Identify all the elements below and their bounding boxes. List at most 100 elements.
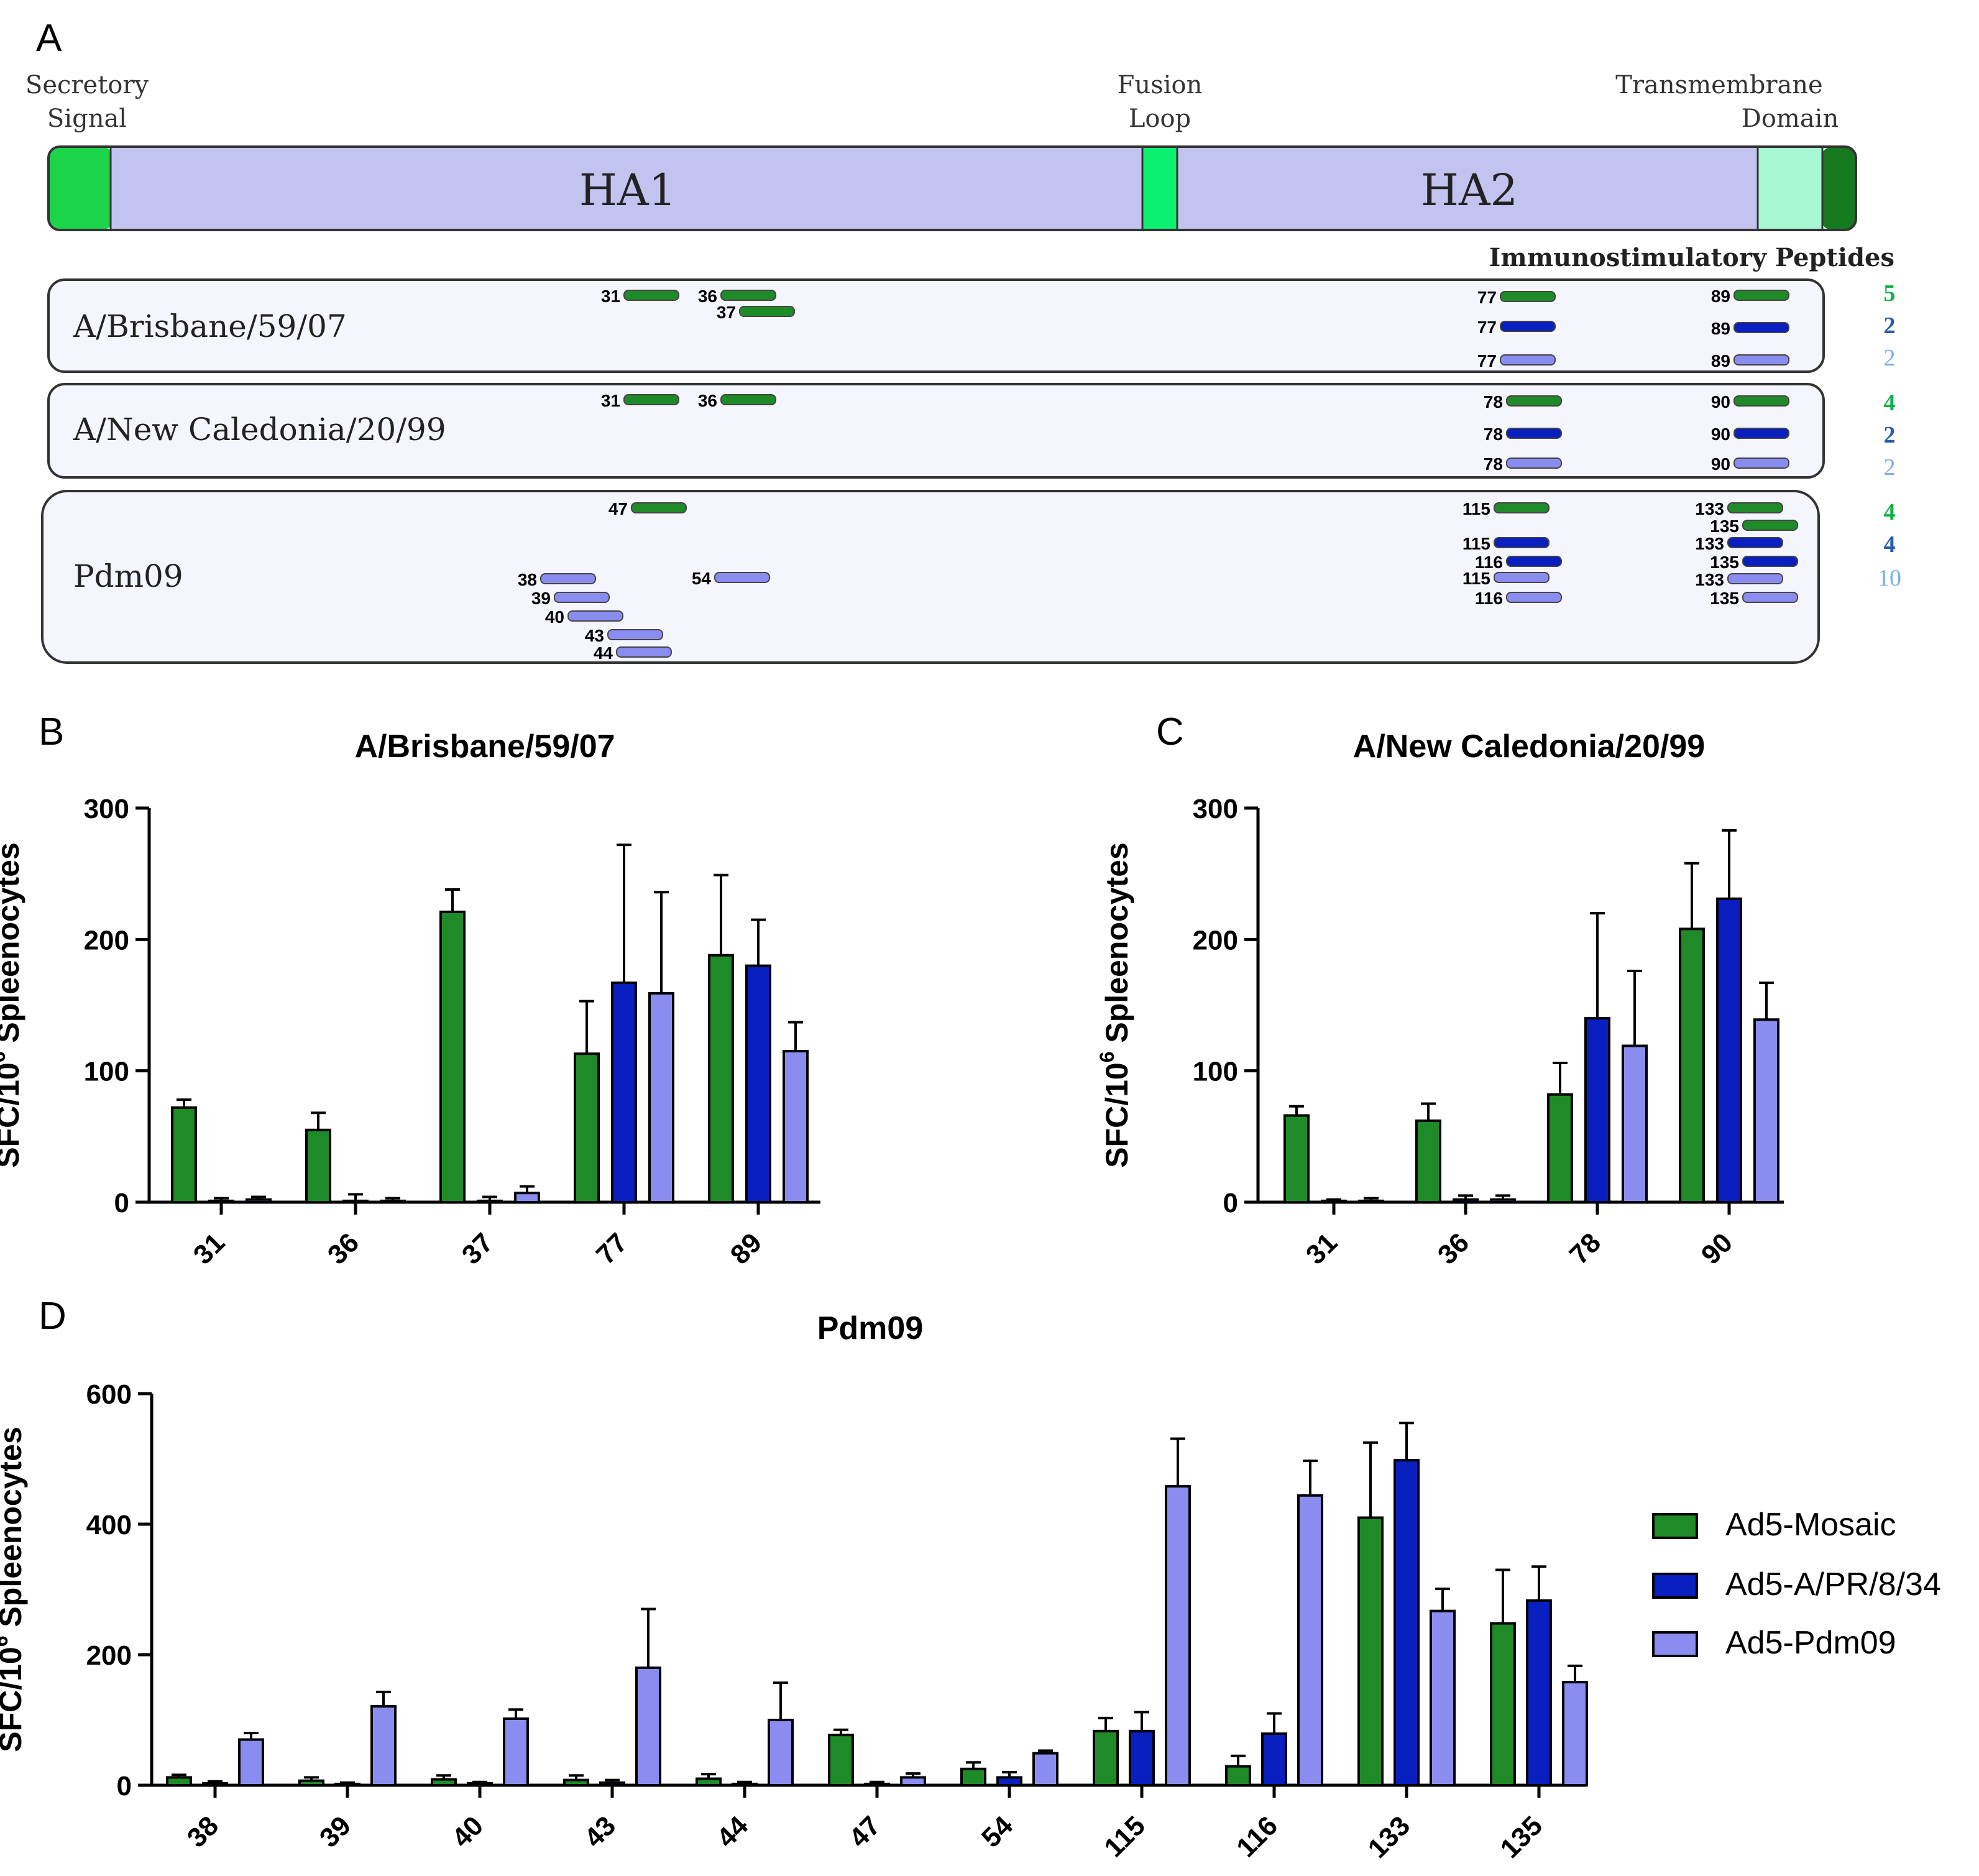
peptide-id-label: 135 xyxy=(1710,589,1739,608)
peptide-bar-pdm09 xyxy=(1727,573,1783,584)
fusion-loop-label-line2: Loop xyxy=(1129,104,1191,133)
x-tick-label: 36 xyxy=(1432,1227,1475,1270)
y-axis-label: SFC/106 Spleenocytes xyxy=(0,1427,28,1752)
bar-pr8-78 xyxy=(1584,1017,1610,1203)
bar-mosaic-36 xyxy=(1415,1119,1441,1204)
peptide-id-label: 47 xyxy=(608,499,628,518)
y-tick-label: 0 xyxy=(114,1188,129,1218)
strain-name-brisbane: A/Brisbane/59/07 xyxy=(73,308,347,344)
chart-d-title: Pdm09 xyxy=(817,1310,924,1346)
bar-pr8-77 xyxy=(611,982,637,1204)
count-mosaic-brisbane: 5 xyxy=(1884,280,1896,306)
bar-pr8-116 xyxy=(1261,1732,1287,1787)
bar-pdm09-78 xyxy=(1622,1044,1648,1203)
count-pdm09-pdm09: 10 xyxy=(1878,565,1901,591)
peptide-bar-pdm09 xyxy=(1733,458,1789,469)
count-pdm09-brisbane: 2 xyxy=(1884,345,1896,371)
peptide-id-label: 135 xyxy=(1710,553,1739,572)
peptide-bar-mosaic xyxy=(1742,520,1798,531)
bar-mosaic-37 xyxy=(439,910,466,1204)
peptide-bar-mosaic xyxy=(1733,290,1789,301)
peptide-id-label: 44 xyxy=(594,643,613,663)
peptide-bar-mosaic xyxy=(1506,395,1562,407)
bar-mosaic-40 xyxy=(431,1778,457,1787)
ha-bar-outline xyxy=(47,145,1857,231)
y-tick-label: 200 xyxy=(84,925,129,955)
bar-pr8-31 xyxy=(208,1199,234,1204)
peptide-id-label: 78 xyxy=(1484,392,1503,412)
peptide-bar-mosaic xyxy=(1500,291,1556,302)
peptide-bar-mosaic xyxy=(1494,502,1550,513)
strain-box-new-caledonia xyxy=(47,383,1825,479)
peptide-bar-pdm09 xyxy=(1506,458,1562,469)
peptide-id-label: 133 xyxy=(1695,499,1724,518)
peptide-id-label: 31 xyxy=(601,287,620,306)
chart-c-title: A/New Caledonia/20/99 xyxy=(1353,729,1705,765)
bar-pdm09-36 xyxy=(1490,1198,1516,1203)
chart-d: 0 200 400 600 SFC/106 Spleenocytes 38 39 40 43 44… xyxy=(0,1379,1588,1864)
bar-pr8-39 xyxy=(334,1782,360,1786)
bar-pr8-54 xyxy=(996,1776,1022,1786)
peptide-id-label: 77 xyxy=(1477,318,1497,337)
peptide-id-label: 40 xyxy=(545,607,564,627)
ha2-segment xyxy=(1177,147,1758,230)
legend-label-mosaic: Ad5-Mosaic xyxy=(1725,1507,1896,1543)
peptide-bar-pr8 xyxy=(1727,537,1783,548)
x-tick-label: 31 xyxy=(1300,1227,1343,1270)
legend-swatch-mosaic xyxy=(1652,1513,1698,1539)
peptide-id-label: 77 xyxy=(1477,288,1497,307)
peptide-bar-pdm09 xyxy=(1733,354,1789,366)
x-tick-label: 43 xyxy=(579,1810,622,1853)
bar-pdm09-133 xyxy=(1430,1609,1456,1786)
bar-mosaic-36 xyxy=(305,1128,331,1204)
legend-swatch-pdm09 xyxy=(1652,1631,1698,1657)
bar-pr8-38 xyxy=(202,1782,228,1787)
peptide-bar-pr8 xyxy=(1506,556,1562,567)
peptide-id-label: 90 xyxy=(1711,392,1730,412)
count-mosaic-pdm09: 4 xyxy=(1884,499,1896,525)
bar-mosaic-77 xyxy=(574,1052,600,1204)
bar-pdm09-47 xyxy=(900,1776,926,1786)
secretory-signal-segment xyxy=(48,147,113,230)
legend-label-pr8: Ad5-A/PR/8/34 xyxy=(1725,1566,1941,1602)
bar-pdm09-115 xyxy=(1165,1485,1191,1787)
strain-box-brisbane xyxy=(47,278,1825,373)
bar-pr8-47 xyxy=(864,1782,890,1786)
peptide-bar-pr8 xyxy=(1494,537,1550,548)
bar-pdm09-90 xyxy=(1753,1018,1779,1204)
peptide-bar-pr8 xyxy=(1742,556,1798,567)
cytoplasmic-tail-segment xyxy=(1821,147,1856,230)
peptide-id-label: 133 xyxy=(1695,570,1724,589)
bar-pr8-31 xyxy=(1321,1199,1347,1204)
peptide-id-label: 31 xyxy=(601,391,620,410)
bar-pdm09-89 xyxy=(783,1049,809,1204)
bar-mosaic-90 xyxy=(1679,927,1705,1203)
legend-swatch-pr8 xyxy=(1652,1573,1698,1599)
peptide-bar-pdm09 xyxy=(1742,592,1798,603)
y-tick-label: 400 xyxy=(86,1510,132,1540)
immunostimulatory-peptides-title: Immunostimulatory Peptides xyxy=(1489,243,1894,272)
strain-name-new-caledonia: A/New Caledonia/20/99 xyxy=(73,412,446,448)
peptide-bar-pdm09 xyxy=(567,610,623,622)
peptide-bar-pr8 xyxy=(1733,322,1789,333)
peptide-bar-mosaic xyxy=(1733,395,1789,407)
y-tick-label: 300 xyxy=(84,794,129,824)
bar-pdm09-116 xyxy=(1297,1494,1323,1787)
peptide-id-label: 43 xyxy=(585,626,604,645)
x-tick-label: 31 xyxy=(188,1227,231,1270)
y-tick-label: 300 xyxy=(1193,794,1238,824)
ha1-label: HA1 xyxy=(579,165,676,216)
bar-mosaic-39 xyxy=(298,1779,324,1786)
bar-pdm09-37 xyxy=(514,1192,540,1203)
chart-b-title: A/Brisbane/59/07 xyxy=(354,729,615,765)
peptide-bar-mosaic xyxy=(720,290,776,301)
bar-mosaic-38 xyxy=(166,1776,192,1786)
bar-pdm09-31 xyxy=(1358,1199,1384,1204)
secretory-signal-label-line1: Secretory xyxy=(25,71,149,99)
peptide-id-label: 77 xyxy=(1477,351,1497,370)
bar-pdm09-40 xyxy=(503,1717,529,1786)
x-tick-label: 37 xyxy=(456,1227,499,1270)
peptide-bar-mosaic xyxy=(623,394,679,405)
